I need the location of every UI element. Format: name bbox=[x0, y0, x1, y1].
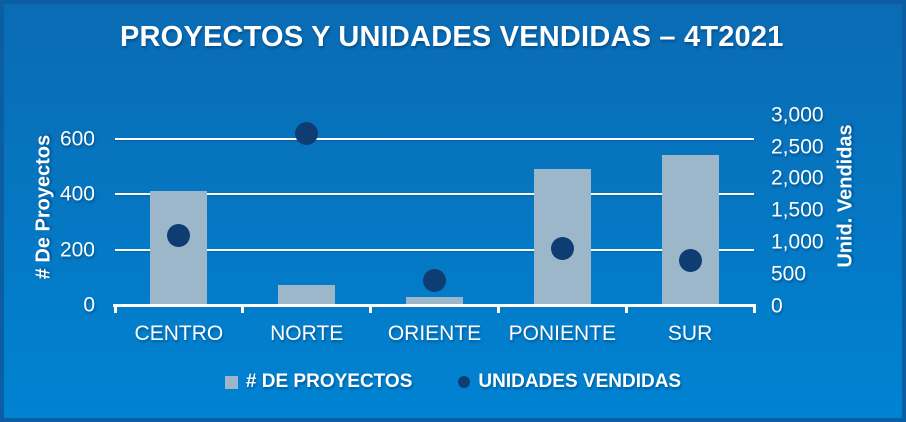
x-axis-tick bbox=[496, 304, 500, 313]
bar-oriente bbox=[406, 297, 463, 304]
data-point-poniente bbox=[550, 236, 574, 260]
x-axis-tick bbox=[624, 304, 628, 313]
data-point-norte bbox=[295, 122, 319, 146]
right-axis-tick-label: 1,500 bbox=[771, 198, 824, 222]
right-axis-tick-label: 1,000 bbox=[771, 230, 824, 254]
right-axis-tick-label: 3,000 bbox=[771, 103, 824, 127]
bar-sur bbox=[661, 154, 719, 304]
category-label-sur: SUR bbox=[667, 322, 713, 345]
right-axis-tick-label: 2,500 bbox=[771, 135, 824, 158]
legend-label: # DE PROYECTOS bbox=[245, 371, 413, 392]
left-axis-tick-label: 200 bbox=[59, 238, 95, 262]
right-axis-tick-label: 2,000 bbox=[771, 166, 824, 190]
x-axis-tick bbox=[752, 304, 756, 313]
right-axis-tick-label: 500 bbox=[771, 262, 807, 286]
x-axis-line bbox=[113, 304, 756, 307]
data-point-centro bbox=[167, 224, 191, 248]
x-axis-tick bbox=[369, 304, 373, 313]
gridline bbox=[115, 138, 754, 141]
x-axis-tick bbox=[113, 304, 117, 313]
bar-centro bbox=[150, 190, 208, 304]
right-axis-tick-label: 0 bbox=[771, 294, 783, 317]
category-label-poniente: PONIENTE bbox=[508, 322, 616, 345]
legend-item-proyectos: # DE PROYECTOS bbox=[224, 371, 413, 393]
gridline bbox=[115, 193, 754, 196]
data-point-oriente bbox=[423, 268, 446, 292]
legend: # DE PROYECTOS UNIDADES VENDIDAS bbox=[0, 371, 906, 393]
scatter-series-marker-icon bbox=[458, 376, 471, 388]
left-axis-tick-label: 600 bbox=[59, 127, 95, 151]
legend-item-unidades: UNIDADES VENDIDAS bbox=[458, 371, 681, 393]
category-label-centro: CENTRO bbox=[134, 322, 224, 345]
legend-label: UNIDADES VENDIDAS bbox=[478, 371, 682, 392]
bar-poniente bbox=[533, 168, 591, 304]
data-point-sur bbox=[678, 249, 702, 273]
left-axis-tick-label: 400 bbox=[59, 182, 95, 206]
chart-title: PROYECTOS Y UNIDADES VENDIDAS – 4T2021 bbox=[120, 21, 784, 53]
x-axis-tick bbox=[241, 304, 245, 313]
gridline bbox=[115, 248, 754, 251]
category-label-oriente: ORIENTE bbox=[387, 322, 482, 345]
bar-norte bbox=[278, 284, 336, 304]
bar-series-marker-icon bbox=[224, 375, 238, 389]
left-axis-tick-label: 0 bbox=[83, 293, 95, 317]
category-label-norte: NORTE bbox=[270, 322, 344, 345]
